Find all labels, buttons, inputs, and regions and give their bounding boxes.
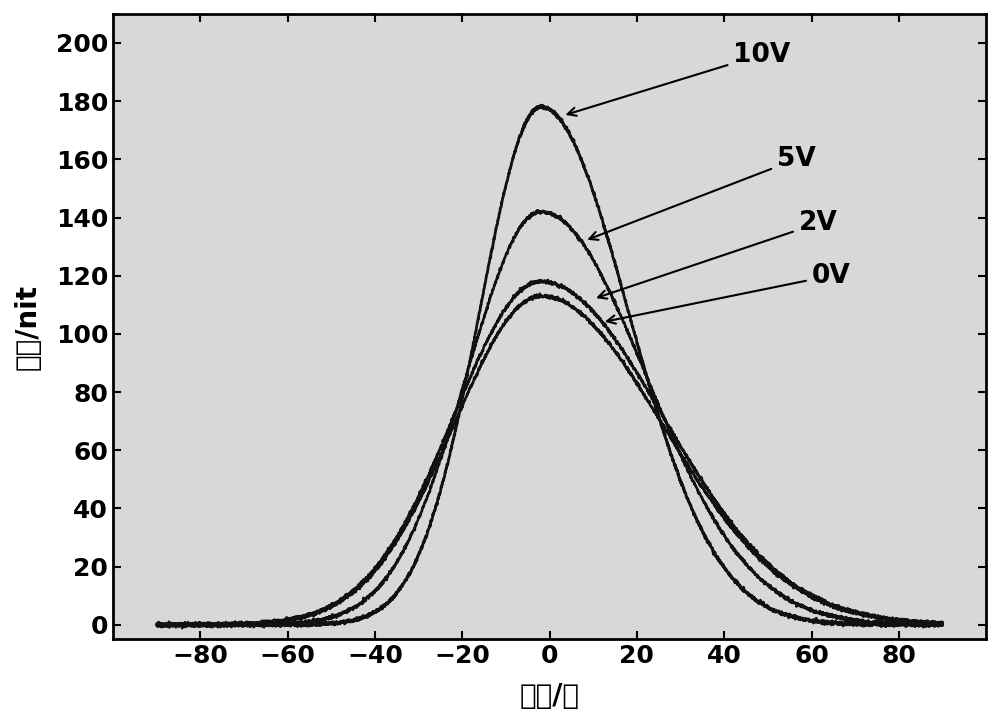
Text: 5V: 5V (589, 146, 815, 240)
X-axis label: 角度/度: 角度/度 (520, 682, 580, 710)
Y-axis label: 亮度/nit: 亮度/nit (14, 284, 42, 370)
Text: 0V: 0V (607, 263, 850, 324)
Text: 2V: 2V (598, 211, 837, 298)
Text: 10V: 10V (568, 41, 790, 116)
